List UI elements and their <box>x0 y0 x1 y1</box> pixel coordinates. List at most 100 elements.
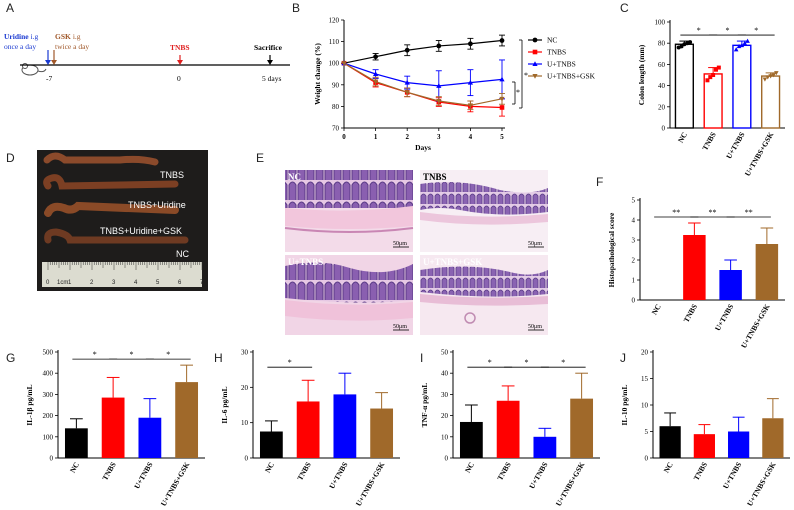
series-line-u-tnbs-gsk <box>343 62 503 106</box>
histology-nc-title: NC <box>288 172 301 182</box>
y-tick-label: 0 <box>632 297 636 305</box>
y-tick-label: 300 <box>43 391 54 399</box>
x-tick-label: TNBS <box>700 131 718 152</box>
histopathological-score-chart: 0 1 2 3 4 5 Histopathological score NC TNBS U+TNB… <box>607 197 785 350</box>
data-point <box>436 99 442 104</box>
x-tick-label: U+TNBS <box>721 461 743 491</box>
y-tick-label: 20 <box>641 349 649 357</box>
y-tick-label: 0 <box>445 455 449 463</box>
histology-u-tnbs-gsk-title: U+TNBS+GSK <box>423 257 482 267</box>
x-tick-label: 4 <box>469 133 473 141</box>
ruler <box>42 262 202 287</box>
x-tick-label: U+TNBS <box>724 131 746 161</box>
histology-tnbs-title: TNBS <box>423 172 447 182</box>
y-tick-label: 2 <box>632 257 636 265</box>
uridine-freq-label: once a day <box>4 42 36 51</box>
x-tick-label: NC <box>68 461 81 475</box>
histology-tnbs: TNBS 50μm <box>420 170 548 252</box>
x-tick-label: U+TNBS+GSK <box>745 460 778 507</box>
y-tick-label: 30 <box>441 391 449 399</box>
x-tick-label: U+TNBS <box>327 461 349 491</box>
data-point <box>768 74 773 79</box>
series-line-tnbs <box>343 62 503 109</box>
significance-label: * <box>93 350 97 359</box>
bar-nc <box>259 431 283 458</box>
data-point <box>716 65 721 70</box>
y-tick-label: 0 <box>245 455 249 463</box>
gsk-freq-label: twice a day <box>55 42 89 51</box>
bar-u-tnbs <box>533 436 557 458</box>
data-point <box>499 96 505 102</box>
bar-tnbs <box>683 235 706 300</box>
colon-photo: 0 1 2 3 4 5 6 7 TNBS TNBS+Uridine TNBS+Uridine+… <box>37 150 208 291</box>
x-tick-label: TNBS <box>682 303 700 324</box>
data-point <box>467 103 473 109</box>
data-point <box>713 67 718 72</box>
y-tick-label: 40 <box>441 370 449 378</box>
bar-nc <box>659 426 681 458</box>
colon-specimen-tnbs-uridine-gsk <box>44 201 179 217</box>
x-tick-label: U+TNBS+GSK <box>159 460 192 507</box>
ruler-unit: 1cm <box>57 280 68 286</box>
x-tick-label: U+TNBS <box>713 303 735 333</box>
data-point <box>404 79 410 85</box>
data-point <box>373 71 379 76</box>
x-tick-label: NC <box>463 461 476 475</box>
day-end-label: 5 days <box>262 74 281 83</box>
tnbs-arrow <box>177 55 183 65</box>
significance-label: * <box>488 358 492 367</box>
y-axis-label: Weight change (%) <box>313 43 322 105</box>
y-tick-label: 100 <box>655 19 666 27</box>
panel-label-g: G <box>6 351 15 365</box>
data-point <box>499 38 505 43</box>
ruler-number: 7 <box>200 280 204 286</box>
x-tick-label: U+TNBS <box>527 461 549 491</box>
x-tick-label: 3 <box>437 133 441 141</box>
y-axis-label: TNF-α pg/mL <box>420 383 429 428</box>
y-tick-label: 90 <box>332 81 340 89</box>
significance-label: * <box>726 26 730 35</box>
label-tnbs-uridine-gsk: TNBS+Uridine+GSK <box>100 226 182 236</box>
y-tick-label: 110 <box>329 38 340 46</box>
significance-label: * <box>130 350 134 359</box>
panel-label-c: C <box>620 1 629 15</box>
bar-u-tnbs-gsk <box>570 398 594 458</box>
x-tick-label: U+TNBS <box>132 461 154 491</box>
bar-u-tnbs <box>728 431 750 458</box>
bar-nc <box>459 421 483 458</box>
scale-bar-nc: 50μm <box>393 241 407 247</box>
weight-sig-1: * <box>524 71 528 80</box>
y-tick-label: 70 <box>332 125 340 133</box>
y-tick-label: 15 <box>641 375 649 383</box>
y-tick-label: 100 <box>43 433 54 441</box>
data-point <box>745 38 750 43</box>
day-minus7-label: -7 <box>46 74 52 83</box>
scale-bar-u-tnbs: 50μm <box>393 324 407 330</box>
x-tick-label: U+TNBS+GSK <box>354 460 387 507</box>
bar-u-tnbs <box>719 270 742 300</box>
bar-u-tnbs-gsk <box>762 418 784 458</box>
ruler-number: 3 <box>112 280 116 286</box>
il1b-chart: 0 100 200 300 400 500 IL-1β pg/mL NC TNBS U+TNBS U… <box>25 349 205 508</box>
uridine-route-label: Uridine i.g <box>4 32 39 41</box>
data-point <box>679 44 684 49</box>
x-tick-label: 1 <box>374 133 378 141</box>
bar-nc <box>674 43 694 129</box>
data-point <box>771 73 776 78</box>
data-point <box>436 83 442 88</box>
y-tick-label: 50 <box>441 349 449 357</box>
data-point <box>708 75 713 80</box>
bar-u-tnbs-gsk <box>761 75 781 129</box>
day-zero-label: 0 <box>177 74 181 83</box>
y-axis-label: Histopathological score <box>607 212 616 287</box>
data-point <box>404 90 410 96</box>
x-tick-label: NC <box>650 303 663 317</box>
x-tick-label: NC <box>662 461 675 475</box>
ruler-number: 6 <box>178 280 182 286</box>
significance-label: ** <box>745 208 753 217</box>
data-point <box>499 76 505 82</box>
series-line-nc <box>343 39 503 64</box>
x-tick-label: 2 <box>405 133 409 141</box>
histology-u-tnbs: U+TNBS 50μm <box>285 255 413 335</box>
series-line-u-tnbs <box>343 62 503 87</box>
